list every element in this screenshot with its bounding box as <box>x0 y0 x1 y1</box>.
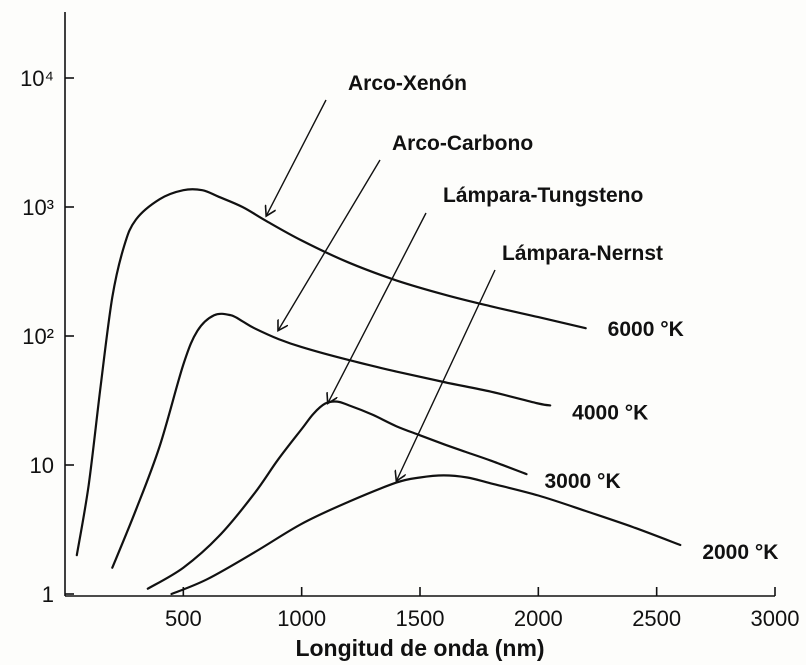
annotation-arrow <box>278 159 381 331</box>
annotation-arrow <box>328 212 427 403</box>
annotation-label: Arco-Carbono <box>392 132 533 155</box>
axes: 1 10 10² 10³ 10⁴ 500 1000 1500 2000 2500 3000 <box>20 12 799 631</box>
y-tick-label: 10³ <box>22 195 54 220</box>
x-axis-label: Longitud de onda (nm) <box>295 635 544 661</box>
series-line <box>111 312 552 569</box>
plot-area: 6000 °K 4000 °K 3000 °K 2000 °K <box>75 188 778 596</box>
annotations: Arco-Xenón Arco-Carbono Lámpara-Tungsteno L… <box>266 72 663 481</box>
series-line <box>170 474 682 596</box>
annotation-label: Lámpara-Tungsteno <box>443 184 643 207</box>
annotation-arrow <box>266 99 327 216</box>
series-label: 6000 °K <box>608 318 684 341</box>
series-line <box>75 188 587 557</box>
y-tick-label: 10⁴ <box>20 66 54 91</box>
annotation-label: Arco-Xenón <box>348 72 467 95</box>
x-tick-label: 1500 <box>396 606 445 631</box>
y-tick-label: 10² <box>22 324 54 349</box>
series-line <box>146 400 528 590</box>
series-label: 2000 °K <box>702 541 778 564</box>
series-label: 4000 °K <box>572 401 648 424</box>
x-tick-label: 2000 <box>514 606 563 631</box>
annotation-label: Lámpara-Nernst <box>502 242 663 265</box>
x-tick-label: 1000 <box>277 606 326 631</box>
x-tick-label: 3000 <box>751 606 800 631</box>
y-tick-label: 1 <box>42 582 54 607</box>
x-tick-label: 2500 <box>632 606 681 631</box>
annotation-arrow <box>396 269 496 481</box>
x-tick-label: 500 <box>165 606 202 631</box>
y-tick-label: 10 <box>30 453 54 478</box>
series-label: 3000 °K <box>545 470 621 493</box>
